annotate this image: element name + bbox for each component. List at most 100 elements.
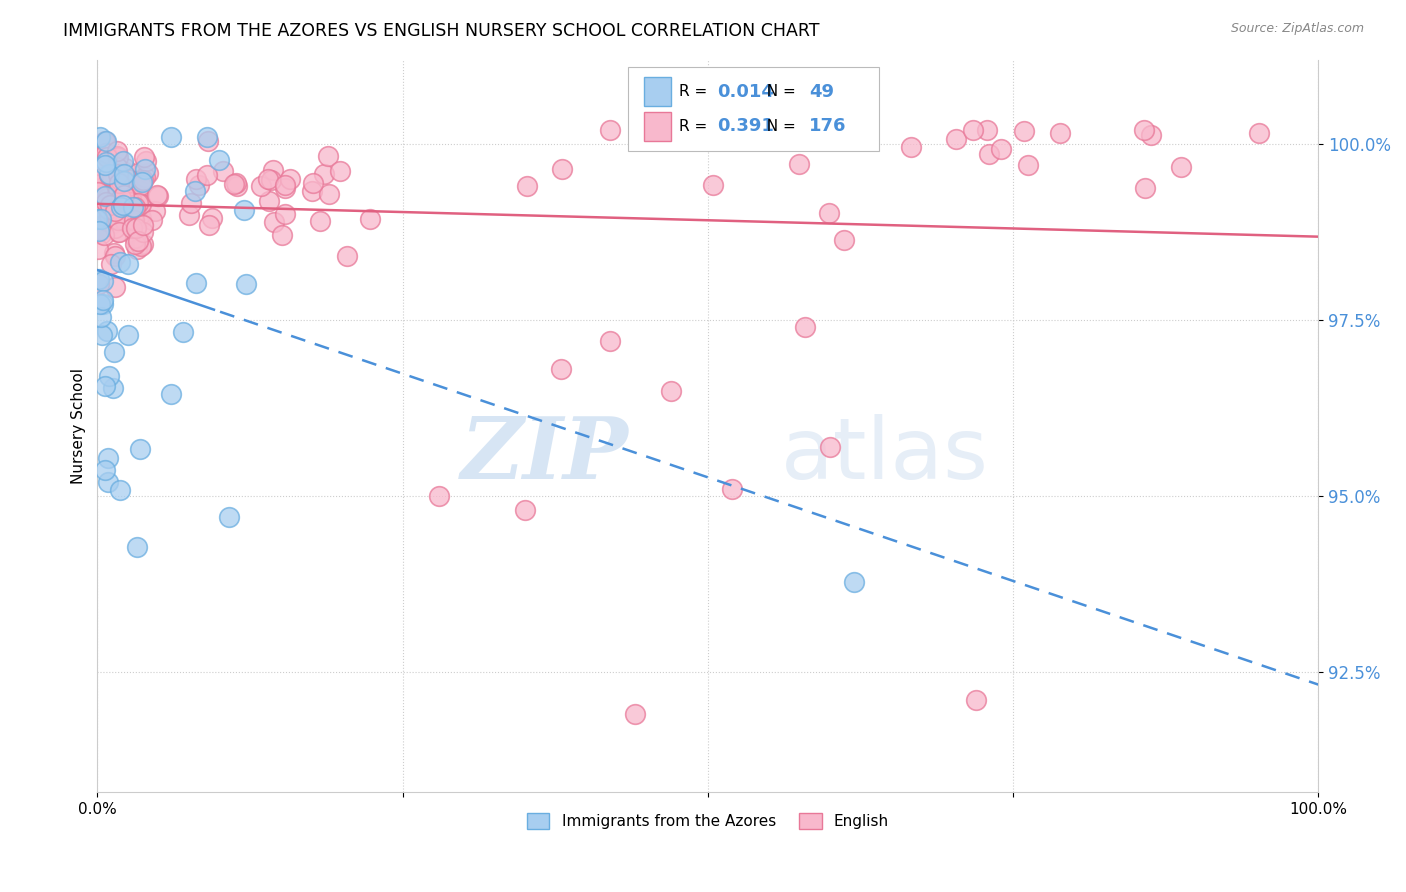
Point — [89, 297, 111, 311]
Point — [336, 249, 359, 263]
Point — [97, 167, 120, 181]
Point — [198, 219, 221, 233]
Point — [1049, 126, 1071, 140]
Point — [184, 184, 207, 198]
FancyBboxPatch shape — [644, 77, 671, 106]
Point — [794, 320, 817, 334]
Point — [141, 212, 163, 227]
Point — [976, 123, 998, 137]
Point — [250, 179, 273, 194]
Point — [125, 540, 148, 554]
FancyBboxPatch shape — [628, 67, 879, 151]
Point — [274, 207, 297, 221]
Point — [695, 125, 717, 139]
Point — [226, 179, 249, 194]
Point — [87, 163, 110, 178]
Point — [90, 227, 112, 241]
Point — [96, 191, 118, 205]
Point — [97, 195, 120, 210]
Point — [110, 184, 132, 198]
Point — [87, 277, 110, 292]
Point — [104, 280, 127, 294]
Point — [104, 203, 127, 218]
Point — [105, 160, 128, 174]
Point — [273, 178, 295, 193]
Point — [257, 194, 280, 208]
Point — [90, 181, 112, 195]
Text: N =: N = — [756, 119, 800, 134]
Point — [103, 175, 125, 189]
Point — [120, 192, 142, 206]
Point — [132, 219, 155, 233]
Point — [143, 204, 166, 219]
Point — [94, 146, 117, 161]
Point — [89, 130, 111, 145]
Point — [90, 169, 112, 184]
Point — [103, 245, 125, 260]
Point — [1017, 158, 1039, 172]
Point — [114, 161, 136, 175]
Point — [197, 134, 219, 148]
Point — [100, 193, 122, 207]
Point — [134, 161, 156, 176]
Point — [96, 324, 118, 338]
Point — [100, 172, 122, 186]
Point — [94, 134, 117, 148]
Point — [112, 188, 135, 202]
Point — [551, 162, 574, 177]
Point — [513, 503, 536, 517]
Text: R =: R = — [679, 84, 711, 99]
Point — [100, 257, 122, 271]
Point — [90, 195, 112, 210]
Point — [818, 206, 841, 220]
Point — [86, 212, 108, 227]
Text: 49: 49 — [808, 83, 834, 101]
Point — [124, 237, 146, 252]
Text: N =: N = — [756, 84, 800, 99]
Point — [107, 212, 129, 227]
Point — [97, 202, 120, 216]
Point — [98, 201, 121, 215]
Point — [129, 178, 152, 192]
Point — [125, 174, 148, 188]
Point — [132, 150, 155, 164]
Point — [832, 234, 855, 248]
Point — [87, 242, 110, 256]
Point — [87, 172, 110, 186]
Point — [94, 189, 117, 203]
Point — [100, 176, 122, 190]
Point — [100, 186, 122, 201]
Point — [129, 196, 152, 211]
Text: 176: 176 — [808, 118, 846, 136]
Point — [91, 203, 114, 218]
Point — [201, 211, 224, 226]
Point — [263, 215, 285, 229]
Point — [127, 166, 149, 180]
Point — [100, 207, 122, 221]
Text: R =: R = — [679, 119, 711, 134]
Point — [184, 172, 207, 186]
Point — [90, 211, 112, 226]
Point — [96, 150, 118, 164]
Point — [131, 175, 153, 189]
Point — [103, 178, 125, 193]
Point — [262, 162, 284, 177]
Point — [114, 214, 136, 228]
Point — [1132, 123, 1154, 137]
Point — [818, 440, 841, 454]
Point — [1012, 124, 1035, 138]
Point — [260, 173, 283, 187]
Point — [108, 176, 131, 190]
Point — [1247, 126, 1270, 140]
Point — [112, 164, 135, 178]
Point — [87, 272, 110, 286]
Point — [117, 328, 139, 343]
Point — [103, 344, 125, 359]
Point — [232, 203, 254, 218]
Point — [114, 182, 136, 196]
Point — [104, 249, 127, 263]
Point — [107, 197, 129, 211]
Point — [301, 184, 323, 198]
Point — [93, 203, 115, 218]
Point — [120, 191, 142, 205]
